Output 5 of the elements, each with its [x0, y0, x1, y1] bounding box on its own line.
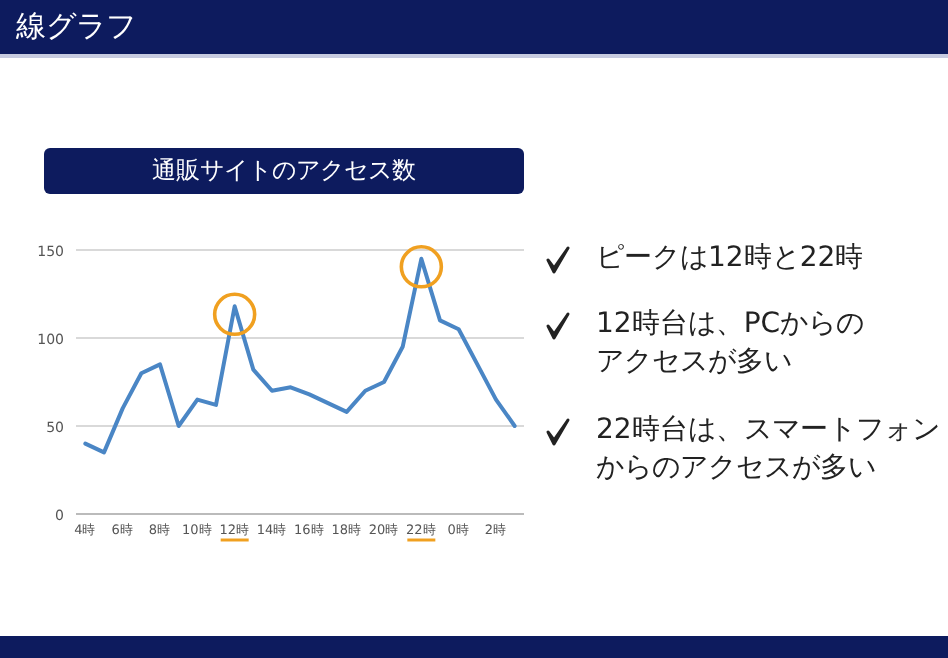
- text: ピークは12時と22時: [596, 240, 866, 278]
- text: 線グラフ: [16, 8, 136, 46]
- text: 12時台は、PCからのアクセスが多い: [596, 306, 867, 382]
- text: 22時台は、スマートフォンからのアクセスが多い: [596, 412, 942, 488]
- chart-title: 通販サイトのアクセス数: [44, 148, 524, 194]
